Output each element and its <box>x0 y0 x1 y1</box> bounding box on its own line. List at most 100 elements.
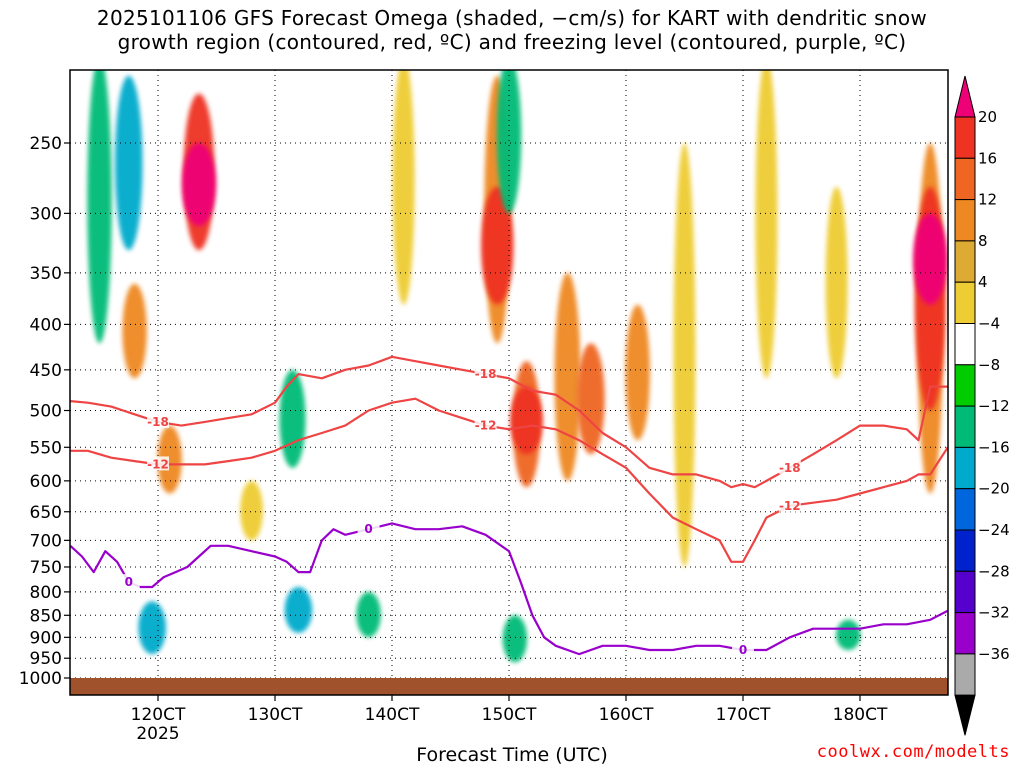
colorbar-label: 16 <box>978 149 997 167</box>
colorbar-label: 20 <box>978 108 997 126</box>
colorbar-box <box>954 653 976 696</box>
colorbar-label: 8 <box>978 232 988 250</box>
y-tick-label: 750 <box>30 558 62 578</box>
contour-label: 0 <box>125 575 133 589</box>
y-tick-label: 850 <box>30 606 62 626</box>
x-tick-label: 130CT <box>248 705 303 725</box>
omega-cell <box>284 587 313 634</box>
colorbar-label: −36 <box>978 645 1010 663</box>
colorbar-box <box>954 612 976 655</box>
contour-label: -12 <box>779 499 801 513</box>
colorbar-label: −12 <box>978 397 1010 415</box>
contour-line <box>70 355 948 489</box>
x-tick-sublabel: 2025 <box>136 724 179 744</box>
colorbar-box <box>954 199 976 242</box>
colorbar-arrow-bottom <box>954 694 976 736</box>
omega-cell <box>279 369 306 468</box>
omega-cell <box>496 70 522 214</box>
colorbar-label: −24 <box>978 521 1010 539</box>
x-tick-label: 120CT <box>131 705 186 725</box>
y-tick-label: 650 <box>30 503 62 523</box>
chart-title: 2025101106 GFS Forecast Omega (shaded, −… <box>0 6 1024 54</box>
omega-cell <box>157 425 182 494</box>
contour-label-bg <box>778 497 801 512</box>
gridlines <box>70 70 948 695</box>
contour-line <box>70 522 948 656</box>
omega-cell <box>114 75 143 251</box>
omega-cell <box>554 272 581 481</box>
omega-cell <box>836 619 861 650</box>
y-tick-label: 500 <box>30 402 62 422</box>
contour-label-bg <box>357 521 380 536</box>
omega-cell <box>913 213 948 305</box>
omega-cell <box>673 143 696 567</box>
chart-title-line2: growth region (contoured, red, ºC) and f… <box>117 30 907 54</box>
omega-cell <box>481 186 514 305</box>
chart-title-line1: 2025101106 GFS Forecast Omega (shaded, −… <box>96 6 928 30</box>
y-tick-label: 700 <box>30 531 62 551</box>
omega-cell <box>577 343 605 455</box>
ground-surface <box>70 678 948 695</box>
omega-cell <box>87 70 112 344</box>
colorbar-label: −8 <box>978 356 1000 374</box>
contour-label: -12 <box>147 457 169 471</box>
colorbar-box <box>954 157 976 201</box>
colorbar-box <box>954 116 976 159</box>
x-tick-label: 160CT <box>599 705 654 725</box>
x-tick-label: 140CT <box>365 705 420 725</box>
y-tick-label: 600 <box>30 472 62 492</box>
contour-label: -18 <box>779 461 801 475</box>
omega-cell <box>356 591 381 638</box>
contour-label: -18 <box>147 415 169 429</box>
omega-shading <box>87 70 948 663</box>
contour-line <box>70 397 948 563</box>
x-tick-label: 170CT <box>716 705 771 725</box>
colorbar-label: −28 <box>978 562 1010 580</box>
y-tick-label: 550 <box>30 438 62 458</box>
omega-cell <box>825 186 848 379</box>
omega-cell <box>240 480 263 541</box>
y-tick-label: 350 <box>30 264 62 284</box>
colorbar-label: 4 <box>978 273 988 291</box>
contour-label: 0 <box>364 522 372 536</box>
omega-cell <box>392 70 415 305</box>
omega-cell <box>138 601 166 655</box>
contour-label-bg <box>474 417 497 432</box>
colorbar-box <box>954 405 976 448</box>
y-tick-label: 450 <box>30 361 62 381</box>
omega-cell <box>625 304 650 441</box>
contour-label: -18 <box>475 367 497 381</box>
omega-cell <box>181 143 216 227</box>
x-axis-title: Forecast Time (UTC) <box>416 744 608 766</box>
colorbar-box <box>954 281 976 325</box>
contour-label-bg <box>732 641 754 656</box>
colorbar-box <box>954 570 976 614</box>
omega-cell <box>755 70 778 379</box>
colorbar-label: −16 <box>978 438 1010 456</box>
credit-link[interactable]: coolwx.com/modelts <box>816 742 1010 762</box>
y-tick-label: 950 <box>30 649 62 669</box>
y-tick-label: 250 <box>30 134 62 154</box>
contour-label-bg <box>474 366 497 381</box>
contour-label-bg <box>147 456 169 471</box>
contour-label-bg <box>778 459 801 474</box>
isotherm-contours: -18 -18 -18 -12 -12 -12 0 0 0 <box>70 355 948 657</box>
y-tick-label: 900 <box>30 628 62 648</box>
colorbar-box <box>954 529 976 572</box>
colorbar-box <box>954 364 976 407</box>
contour-label: 0 <box>739 643 747 657</box>
y-tick-label: 300 <box>30 204 62 224</box>
contour-label-bg <box>117 574 140 589</box>
colorbar-label: −32 <box>978 604 1010 622</box>
x-tick-label: 150CT <box>482 705 537 725</box>
colorbar-label: −20 <box>978 480 1010 498</box>
colorbar-box <box>954 488 976 531</box>
colorbar-arrow-top <box>954 75 976 118</box>
colorbar-box <box>954 446 976 490</box>
y-tick-label: 800 <box>30 583 62 603</box>
x-tick-label: 180CT <box>833 705 888 725</box>
omega-cell <box>510 386 543 455</box>
omega-cell <box>122 283 147 379</box>
colorbar: 20 16 12 8 4 −4 −8 −12 −16 −20 −24 −28 −32 −36 <box>954 75 1010 736</box>
